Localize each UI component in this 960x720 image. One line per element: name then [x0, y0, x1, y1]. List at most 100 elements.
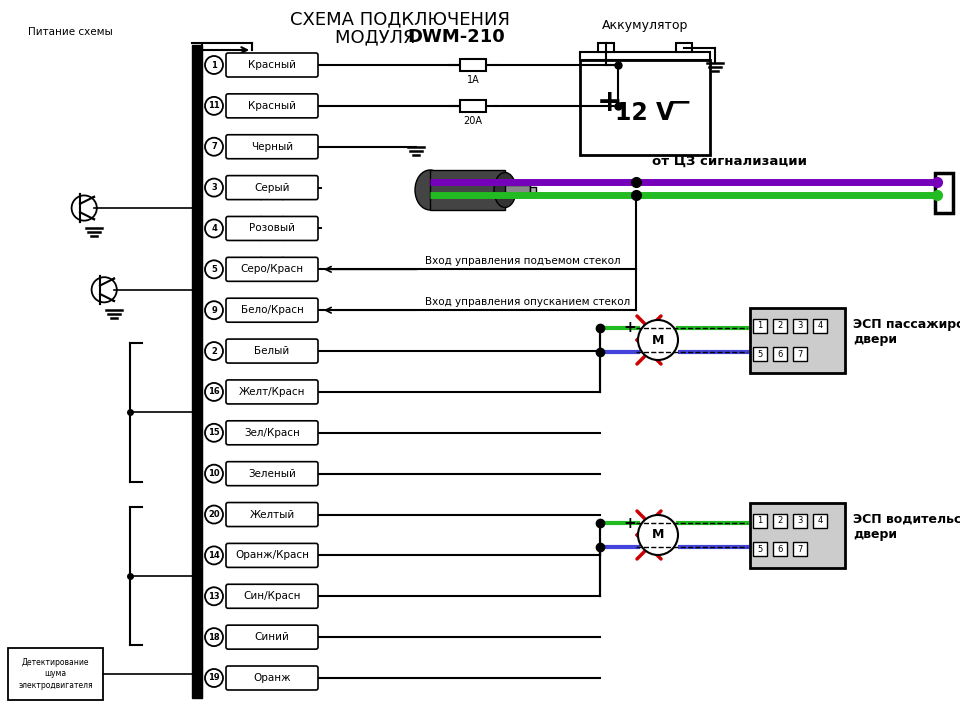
Text: М: М [652, 333, 664, 346]
Bar [750, 503, 845, 567]
Bar [753, 513, 767, 528]
Text: Черный: Черный [251, 142, 293, 152]
Text: ЭСП водительской
двери: ЭСП водительской двери [853, 513, 960, 541]
Text: Синий: Синий [254, 632, 289, 642]
Text: от ЦЗ сигнализации: от ЦЗ сигнализации [653, 155, 807, 168]
Text: Бело/Красн: Бело/Красн [241, 305, 303, 315]
Text: 2: 2 [778, 516, 782, 525]
Text: 3: 3 [798, 321, 803, 330]
FancyBboxPatch shape [226, 666, 318, 690]
Bar [793, 513, 807, 528]
Bar [773, 347, 787, 361]
Text: 20А: 20А [464, 116, 483, 126]
Text: 6: 6 [778, 545, 782, 554]
Text: 10: 10 [208, 469, 220, 478]
Circle shape [205, 383, 223, 401]
Circle shape [72, 195, 97, 220]
Text: 1: 1 [757, 321, 762, 330]
Text: Серый: Серый [254, 183, 290, 192]
Text: 4: 4 [211, 224, 217, 233]
Text: 4: 4 [817, 321, 823, 330]
Circle shape [205, 342, 223, 360]
Bar [753, 319, 767, 333]
FancyBboxPatch shape [226, 625, 318, 649]
Text: 18: 18 [208, 633, 220, 642]
Bar [753, 347, 767, 361]
Text: 3: 3 [798, 516, 803, 525]
FancyBboxPatch shape [226, 94, 318, 118]
Circle shape [91, 277, 117, 302]
Text: +: + [624, 320, 636, 336]
Text: Зел/Красн: Зел/Красн [244, 428, 300, 438]
Bar [530, 187, 536, 193]
Text: 5: 5 [211, 265, 217, 274]
Text: ЭСП пассажирской
двери: ЭСП пассажирской двери [853, 318, 960, 346]
Bar [793, 319, 807, 333]
Bar [793, 542, 807, 557]
Circle shape [205, 301, 223, 319]
FancyBboxPatch shape [226, 135, 318, 158]
FancyBboxPatch shape [226, 544, 318, 567]
Bar [750, 307, 845, 372]
Text: +: + [597, 88, 623, 117]
Text: 7: 7 [798, 545, 803, 554]
Text: 19: 19 [208, 673, 220, 683]
Text: 7: 7 [798, 350, 803, 359]
Text: 7: 7 [211, 143, 217, 151]
Text: 12 V: 12 V [615, 101, 675, 125]
Text: 6: 6 [778, 350, 782, 359]
FancyBboxPatch shape [226, 257, 318, 282]
Bar [192, 45, 202, 698]
Text: −: − [667, 88, 693, 117]
Text: Аккумулятор: Аккумулятор [602, 19, 688, 32]
Bar [753, 542, 767, 557]
Bar [598, 43, 614, 52]
Text: Серо/Красн: Серо/Красн [240, 264, 303, 274]
Bar [813, 319, 827, 333]
Bar [773, 542, 787, 557]
Text: М: М [652, 528, 664, 541]
Bar [793, 347, 807, 361]
Bar [773, 513, 787, 528]
Text: 2: 2 [211, 346, 217, 356]
Text: МОДУЛЯ: МОДУЛЯ [335, 28, 421, 46]
Bar [580, 52, 710, 60]
FancyBboxPatch shape [226, 339, 318, 363]
Text: Оранж: Оранж [253, 673, 291, 683]
FancyBboxPatch shape [226, 176, 318, 199]
Text: 1: 1 [757, 516, 762, 525]
Bar [505, 185, 530, 195]
Circle shape [205, 56, 223, 74]
Bar [430, 170, 505, 210]
Text: Оранж/Красн: Оранж/Красн [235, 550, 309, 560]
FancyBboxPatch shape [226, 298, 318, 323]
Text: Син/Красн: Син/Красн [243, 591, 300, 601]
Text: СХЕМА ПОДКЛЮЧЕНИЯ: СХЕМА ПОДКЛЮЧЕНИЯ [290, 10, 510, 28]
Text: 5: 5 [757, 350, 762, 359]
Text: Детектирование
шума
электродвигателя: Детектирование шума электродвигателя [18, 658, 93, 690]
Bar [580, 60, 710, 155]
Text: 15: 15 [208, 428, 220, 437]
Text: DWM-210: DWM-210 [407, 28, 505, 46]
Text: 16: 16 [208, 387, 220, 397]
Text: 4: 4 [817, 516, 823, 525]
FancyBboxPatch shape [226, 53, 318, 77]
Text: Зеленый: Зеленый [248, 469, 296, 479]
Text: Розовый: Розовый [249, 223, 295, 233]
Text: Белый: Белый [254, 346, 290, 356]
Text: 5: 5 [757, 545, 762, 554]
Circle shape [205, 628, 223, 646]
Text: Красный: Красный [248, 60, 296, 70]
FancyBboxPatch shape [935, 173, 953, 213]
Circle shape [638, 320, 678, 360]
Text: Желтый: Желтый [250, 510, 295, 520]
FancyBboxPatch shape [226, 380, 318, 404]
FancyBboxPatch shape [226, 420, 318, 445]
Circle shape [205, 505, 223, 523]
Circle shape [205, 220, 223, 238]
Bar [460, 100, 486, 112]
Text: 2: 2 [778, 321, 782, 330]
Bar [460, 59, 486, 71]
Text: 3: 3 [211, 183, 217, 192]
Circle shape [205, 424, 223, 442]
